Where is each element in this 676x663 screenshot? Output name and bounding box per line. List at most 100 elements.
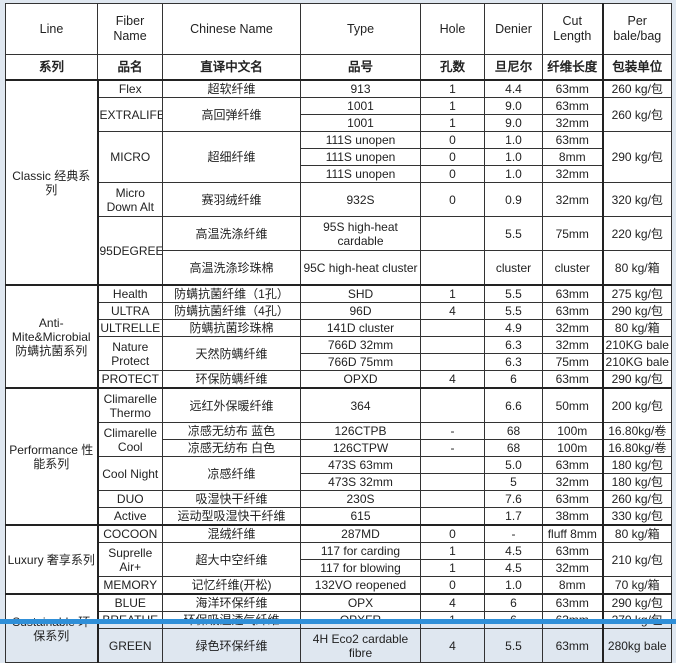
cell-hole: 0 [420,131,485,149]
cell-hole: 1 [420,114,485,132]
cell-chinese: 凉感无纺布 白色 [162,439,301,457]
header-row-chinese: 系列 品名 直译中文名 品号 孔数 旦尼尔 纤维长度 包装单位 [5,54,672,81]
cell-hole [420,216,485,251]
cell-fiber: 95DEGREES [97,216,163,286]
cell-fiber: Suprelle Air+ [97,542,163,577]
cell-per: 80 kg/箱 [601,250,672,286]
cell-per: 70 kg/箱 [601,576,672,595]
cell-per: 290 kg/包 [601,131,672,183]
cell-denier: 7.6 [484,490,543,508]
cell-cut: 63mm [542,628,603,663]
header-denier-zh: 旦尼尔 [484,54,543,81]
cell-per: 260 kg/包 [601,97,672,132]
header-chinese-name-zh: 直译中文名 [162,54,301,81]
cell-cut: 8mm [542,148,603,166]
cell-per: 80 kg/箱 [601,524,672,543]
cell-chinese: 天然防螨纤维 [162,336,301,371]
header-cut-length-zh: 纤维长度 [542,54,603,81]
table-row: Luxury 奢享系列 COCOON 混绒纤维 287MD 0- fluff 8mm 80 … [5,524,672,595]
cell-fiber: ULTRA [97,302,163,320]
cell-hole: 0 [420,576,485,595]
cell-chinese: 赛羽绒纤维 [162,182,301,217]
cell-denier: 5.5 [484,216,543,251]
cell-cut: 63mm [542,284,603,303]
cell-cut: 38mm [542,507,603,526]
cell-type: 230S [300,490,421,508]
window-bottom-bar [0,619,676,624]
cell-chinese: 凉感纤维 [162,456,301,491]
cell-denier: 6 [484,593,543,612]
cell-type: OPXD [300,370,421,389]
header-fiber-name: Fiber Name [97,3,163,55]
cell-type: 473S 32mm [300,473,421,491]
spreadsheet-sheet: Line Fiber Name Chinese Name Type Hole D… [5,3,672,663]
table-row: Anti-Mite&Microbial 防螨抗菌系列 Health 防螨抗菌纤维（1… [5,284,672,389]
cell-fiber: BLUE [97,593,163,612]
cell-cut: 63mm [542,490,603,508]
header-per-bale-zh: 包装单位 [601,54,672,81]
cell-hole [420,507,485,526]
cell-denier: - [484,524,543,543]
cell-chinese: 高回弹纤维 [162,97,301,132]
cell-fiber: Nature Protect [97,336,163,371]
cell-denier: 9.0 [484,97,543,115]
cell-hole: - [420,422,485,440]
cell-hole [420,473,485,491]
cell-cut: 63mm [542,97,603,115]
cell-line: Luxury 奢享系列 [5,524,99,595]
table-row: Sustainable 环保系列BLUE海洋环保纤维OPX4663mm290 k… [5,593,672,663]
table-row: MICRO 超细纤维 111S unopen 0 1.0 63mm 290 kg/包 [6,131,672,183]
cell-chinese: 记忆纤维(开松) [162,576,301,595]
cell-type: 117 for carding [300,542,421,560]
cell-type: 766D 32mm [300,336,421,354]
cell-fiber: Cool Night [97,456,163,491]
cell-cut: 32mm [542,473,603,491]
header-fiber-name-zh: 品名 [97,54,163,81]
header-hole-zh: 孔数 [420,54,485,81]
cell-cut: 100m [542,439,603,457]
cell-hole: 1 [420,559,485,577]
cell-per: 16.80kg/卷 [601,422,672,440]
cell-hole: 4 [420,302,485,320]
cell-denier: 1.7 [484,507,543,526]
cell-cut: 75mm [542,353,603,371]
cell-line: Sustainable 环保系列 [5,593,99,663]
cell-hole: 4 [420,593,485,612]
table-row: MEMORY 记忆纤维(开松) 132VO reopened 0 1.0 8mm 70 kg… [6,576,672,595]
cell-denier: 5 [484,473,543,491]
header-chinese-name: Chinese Name [162,3,301,55]
table-row: Nature Protect 天然防螨纤维 766D 32mm 6.3 32mm 210K… [6,336,672,371]
cell-fiber: Climarelle Cool [97,422,163,457]
fiber-product-table: Line Fiber Name Chinese Name Type Hole D… [5,3,672,663]
cell-chinese: 环保防螨纤维 [162,370,301,389]
cell-cut: 75mm [542,216,603,251]
table-row: 高温洗涤珍珠棉 95C high-heat cluster cluster clust… [6,250,672,286]
cell-hole [420,387,485,423]
header-row-english: Line Fiber Name Chinese Name Type Hole D… [5,3,672,55]
cell-denier: 4.5 [484,542,543,560]
cell-per: 290 kg/包 [601,370,672,389]
cell-denier: 5.5 [484,302,543,320]
cell-denier: cluster [484,250,543,286]
header-type: Type [300,3,421,55]
cell-fiber: Health [97,284,163,303]
cell-type: 111S unopen [300,148,421,166]
cell-hole [420,319,485,337]
cell-cut: 63mm [542,370,603,389]
cell-denier: 9.0 [484,114,543,132]
cell-cut: 32mm [542,114,603,132]
cell-denier: 6.3 [484,336,543,354]
cell-cut: 63mm [542,302,603,320]
cell-per: 290 kg/包 [601,302,672,320]
cell-type: 96D [300,302,421,320]
table-row: 117 for blowing 1 4.5 32mm [6,559,672,577]
cell-denier: 4.5 [484,559,543,577]
cell-cut: 32mm [542,319,603,337]
cell-type: 141D cluster [300,319,421,337]
cell-denier: 6 [484,370,543,389]
cell-line: Anti-Mite&Microbial 防螨抗菌系列 [5,284,99,389]
cell-fiber: MICRO [97,131,163,183]
cell-type: 126CTPB [300,422,421,440]
cell-chinese: 超软纤维 [162,79,301,98]
cell-type: 364 [300,387,421,423]
